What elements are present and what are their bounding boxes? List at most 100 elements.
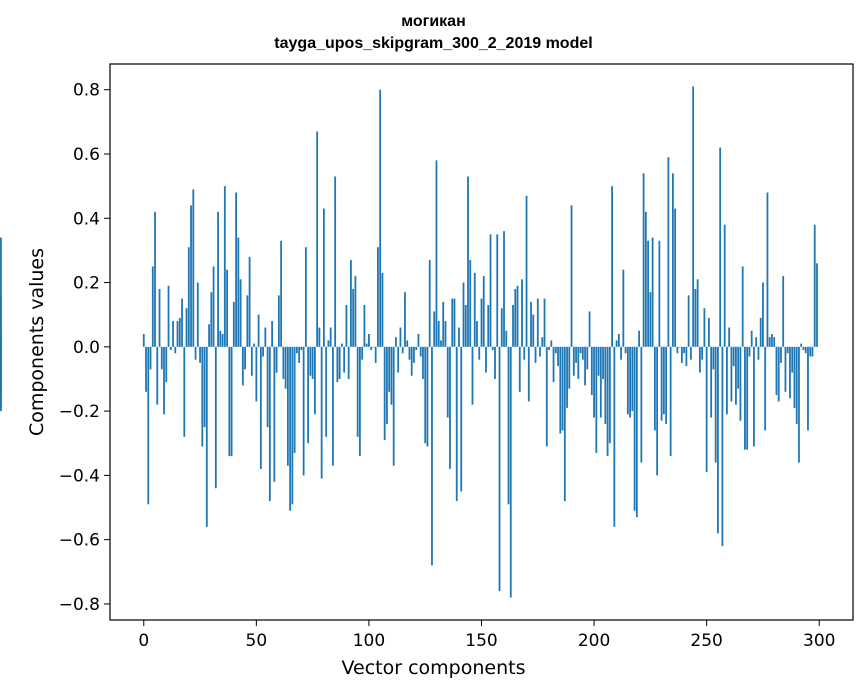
bar-289 [793,346,796,408]
bar-30 [210,292,213,347]
bar-93 [352,288,355,347]
bar-34 [219,330,222,347]
bar-118 [408,346,411,360]
bar-166 [516,285,519,347]
bar-116 [404,292,406,347]
bar-41 [235,192,237,347]
bar-77 [316,131,319,347]
bar-291 [798,346,800,463]
bar-0 [142,333,145,347]
bar-216 [629,346,631,418]
bar-265 [739,346,742,421]
bar-15 [176,321,179,347]
bar-224 [647,240,650,347]
bar-179 [545,346,548,447]
bar-14 [174,346,177,354]
bar-123 [419,346,422,357]
bar-10 [165,346,168,383]
bar-138 [453,298,456,347]
bar-288 [791,346,794,373]
bar-11 [167,285,170,347]
bar-12 [169,346,172,351]
bar-141 [460,346,463,492]
bar-7 [158,288,161,347]
chart-title-line1: могикан [401,13,466,30]
bar-258 [723,224,726,347]
bar-185 [559,346,562,434]
bar-157 [496,234,499,347]
x-tick-label-250: 250 [690,631,722,651]
bar-92 [350,260,352,347]
bar-26 [201,346,204,447]
bar-158 [498,346,501,592]
bar-128 [431,346,433,566]
bar-121 [415,346,418,351]
bar-154 [489,234,492,347]
bar-87 [338,346,341,379]
bar-290 [795,346,798,424]
bar-270 [750,330,753,347]
bar-225 [649,292,652,347]
bar-103 [374,346,377,363]
bar-119 [410,346,413,376]
bar-72 [304,247,307,347]
bar-69 [298,346,301,363]
bar-125 [424,346,427,444]
bar-57 [271,321,274,347]
bar-153 [487,305,490,347]
bar-190 [570,205,573,347]
bar-211 [617,333,620,347]
bar-194 [579,346,582,354]
bar-61 [280,240,283,347]
bar-285 [784,346,787,392]
bar-83 [329,327,332,347]
bar-286 [786,346,789,354]
bar-23 [194,346,197,360]
bar-193 [577,346,580,379]
bar-262 [732,346,735,367]
bar-174 [534,346,537,363]
bar-164 [512,305,514,347]
bar-250 [705,346,708,473]
bar-94 [354,276,357,347]
bar-181 [550,340,553,347]
bar-67 [293,346,296,453]
bar-169 [523,346,526,360]
bar-253 [712,346,715,370]
bar-50 [255,346,258,402]
bar-191 [572,346,575,376]
bar-283 [780,346,782,363]
bar-196 [584,346,586,386]
bar-277 [766,192,769,347]
bar-104 [377,247,379,347]
bar-175 [536,298,539,347]
bar-232 [665,346,668,424]
bar-236 [674,208,677,347]
bar-278 [768,337,771,347]
bar-146 [471,346,474,405]
bar-261 [730,346,733,402]
bar-239 [680,346,683,363]
bar-76 [313,346,316,415]
bar-21 [190,205,192,347]
x-tick-label-300: 300 [803,631,835,651]
bar-298 [813,224,816,347]
bar-198 [588,311,591,347]
bar-195 [581,346,584,360]
bar-56 [268,346,271,502]
bar-32 [214,346,217,489]
bar-114 [399,327,402,347]
bar-189 [568,346,571,389]
bar-95 [356,346,359,437]
bar-59 [275,346,278,373]
bar-205 [604,346,607,424]
bar-275 [762,282,764,347]
x-tick-label-50: 50 [246,631,268,651]
bar-244 [692,86,695,347]
bar-136 [449,346,451,469]
bar-54 [264,327,267,347]
bar-106 [381,272,384,347]
bar-18 [183,346,186,437]
bar-46 [246,295,249,347]
bar-53 [262,346,264,357]
